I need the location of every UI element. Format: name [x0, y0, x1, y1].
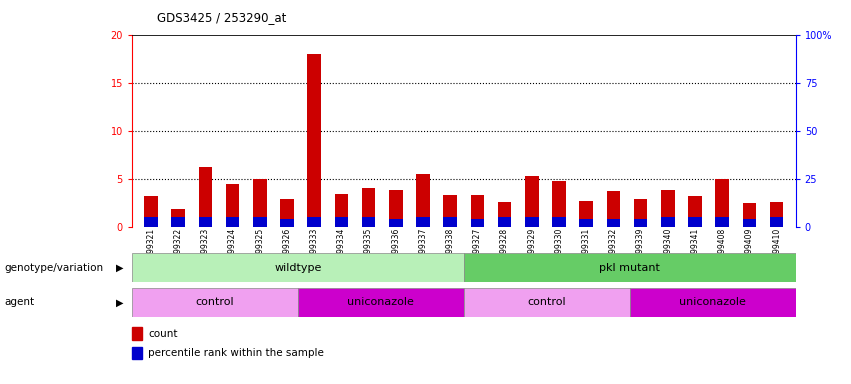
Bar	[661, 217, 675, 227]
Bar	[688, 196, 702, 227]
Text: uniconazole: uniconazole	[679, 297, 746, 308]
Bar	[464, 288, 630, 317]
Bar	[770, 217, 784, 227]
Bar	[253, 217, 266, 227]
Text: ▶: ▶	[116, 263, 123, 273]
Bar	[498, 202, 511, 227]
Bar	[416, 174, 430, 227]
Bar	[716, 179, 729, 227]
Text: GDS3425 / 253290_at: GDS3425 / 253290_at	[157, 12, 287, 25]
Bar	[132, 288, 298, 317]
Bar	[362, 217, 375, 227]
Bar	[743, 219, 757, 227]
Text: uniconazole: uniconazole	[347, 297, 414, 308]
Bar	[307, 54, 321, 227]
Bar	[132, 327, 142, 340]
Bar	[253, 179, 266, 227]
Bar	[770, 202, 784, 227]
Bar	[280, 199, 294, 227]
Text: ▶: ▶	[116, 297, 123, 308]
Text: percentile rank within the sample: percentile rank within the sample	[149, 348, 324, 358]
Bar	[471, 219, 484, 227]
Bar	[552, 182, 566, 227]
Text: control: control	[528, 297, 566, 308]
Bar	[607, 219, 620, 227]
Bar	[144, 196, 157, 227]
Bar	[171, 209, 185, 227]
Bar	[298, 288, 464, 317]
Text: control: control	[196, 297, 234, 308]
Bar	[552, 217, 566, 227]
Bar	[464, 253, 796, 282]
Text: agent: agent	[4, 297, 34, 308]
Bar	[634, 199, 648, 227]
Text: count: count	[149, 329, 178, 339]
Bar	[443, 195, 457, 227]
Bar	[334, 194, 348, 227]
Bar	[198, 217, 212, 227]
Bar	[630, 288, 796, 317]
Bar	[607, 191, 620, 227]
Bar	[580, 219, 593, 227]
Bar	[716, 217, 729, 227]
Bar	[389, 190, 403, 227]
Bar	[416, 217, 430, 227]
Bar	[498, 217, 511, 227]
Bar	[661, 190, 675, 227]
Bar	[132, 253, 464, 282]
Bar	[362, 188, 375, 227]
Bar	[389, 219, 403, 227]
Bar	[226, 184, 239, 227]
Text: pkl mutant: pkl mutant	[599, 263, 660, 273]
Bar	[471, 195, 484, 227]
Text: genotype/variation: genotype/variation	[4, 263, 103, 273]
Bar	[198, 167, 212, 227]
Bar	[132, 346, 142, 359]
Bar	[443, 217, 457, 227]
Bar	[307, 217, 321, 227]
Bar	[688, 217, 702, 227]
Bar	[634, 219, 648, 227]
Bar	[171, 217, 185, 227]
Text: wildtype: wildtype	[274, 263, 322, 273]
Bar	[580, 201, 593, 227]
Bar	[334, 217, 348, 227]
Bar	[144, 217, 157, 227]
Bar	[226, 217, 239, 227]
Bar	[280, 219, 294, 227]
Bar	[743, 203, 757, 227]
Bar	[525, 217, 539, 227]
Bar	[525, 176, 539, 227]
